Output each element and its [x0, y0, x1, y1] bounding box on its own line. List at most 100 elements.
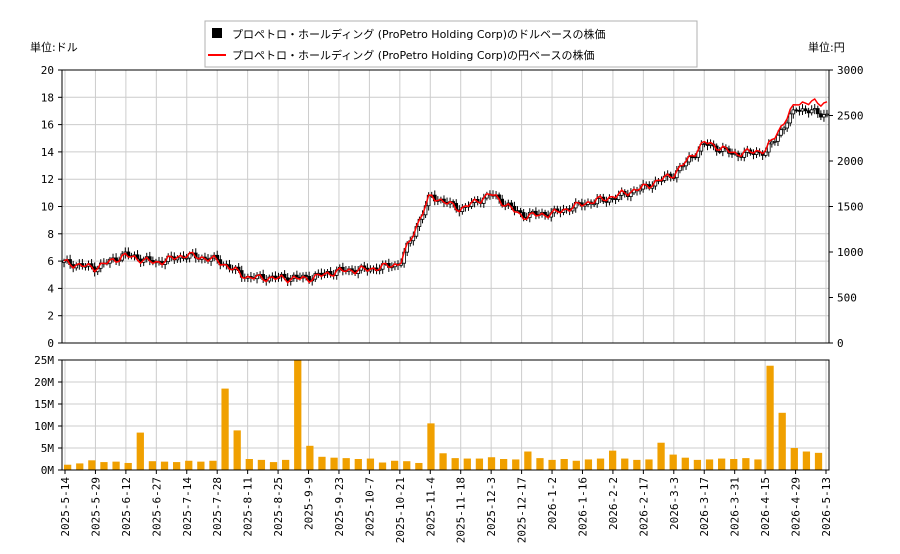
volume-bar: [282, 459, 290, 470]
volume-bar: [754, 459, 762, 470]
date-x-axis: 2025-5-14 2025-5-29 2025-6-12 2025-6-27 2025…: [59, 470, 833, 543]
candle-body: [822, 114, 826, 118]
x-tick-label: 2026-1-16: [576, 477, 589, 537]
legend-usd-marker: [212, 28, 222, 38]
right-tick-label: 2500: [837, 110, 864, 123]
volume-bar: [596, 458, 605, 470]
volume-bar: [705, 459, 714, 470]
candle-body: [782, 127, 786, 131]
volume-bar: [318, 456, 326, 470]
candle-body: [518, 210, 523, 213]
volume-bar: [403, 461, 411, 470]
volume-y-axis: 0M 5M 10M 15M 20M 25M: [34, 354, 62, 477]
volume-bar: [560, 459, 568, 470]
volume-bar: [112, 461, 120, 470]
x-tick-label: 2025-8-25: [272, 477, 285, 537]
volume-bar: [536, 458, 544, 470]
candle-body: [825, 113, 829, 116]
left-axis-unit: 単位:ドル: [30, 40, 78, 54]
candle-body: [773, 140, 777, 143]
left-tick-label: 20: [41, 64, 54, 77]
volume-tick-label: 0M: [41, 464, 55, 477]
x-tick-label: 2025-9-9: [303, 477, 316, 530]
volume-bar: [185, 460, 193, 470]
candle-body: [126, 251, 131, 257]
volume-bar: [257, 459, 266, 470]
x-tick-label: 2025-5-14: [59, 477, 72, 537]
right-tick-label: 500: [837, 292, 857, 305]
volume-bar: [693, 459, 702, 470]
candle-body: [702, 143, 707, 145]
x-tick-label: 2025-7-28: [211, 477, 224, 537]
volume-bar: [657, 442, 665, 470]
volume-bar: [378, 462, 387, 470]
volume-bar: [64, 464, 72, 470]
x-tick-label: 2026-2-17: [637, 477, 650, 537]
right-tick-label: 2000: [837, 155, 864, 168]
x-tick-label: 2025-6-27: [150, 477, 163, 537]
candle-body: [809, 109, 814, 114]
volume-bar: [742, 458, 750, 470]
left-tick-label: 0: [47, 337, 54, 350]
volume-bar: [572, 460, 580, 470]
candle-body: [803, 108, 808, 112]
candle-body: [730, 152, 734, 155]
volume-bar: [366, 458, 375, 470]
x-tick-label: 2026-3-3: [668, 477, 681, 530]
x-tick-label: 2025-10-21: [394, 477, 407, 543]
volume-bar: [245, 459, 253, 470]
volume-bar: [681, 457, 689, 470]
volume-bar: [451, 458, 459, 470]
x-tick-label: 2025-5-29: [89, 477, 102, 537]
volume-bar: [88, 460, 96, 470]
price-right-axis: 0 500 1000 1500 2000 2500 3000: [829, 64, 864, 350]
volume-bar: [584, 459, 593, 470]
legend: プロペトロ・ホールディング (ProPetro Holding Corp)のドル…: [204, 20, 698, 68]
volume-bar: [524, 451, 532, 470]
right-tick-label: 0: [837, 337, 844, 350]
volume-bar: [439, 453, 447, 470]
x-tick-label: 2026-3-17: [698, 477, 711, 537]
volume-bar: [802, 451, 811, 470]
volume-bar: [148, 461, 157, 470]
volume-tick-label: 25M: [34, 354, 54, 367]
left-tick-label: 12: [41, 173, 54, 186]
x-tick-label: 2025-10-7: [363, 477, 376, 537]
x-tick-label: 2026-3-31: [729, 477, 742, 537]
x-tick-label: 2025-7-14: [181, 477, 194, 537]
volume-bar: [475, 458, 484, 470]
candle-body: [184, 257, 189, 260]
x-tick-label: 2026-5-13: [820, 477, 833, 537]
x-tick-label: 2025-12-17: [516, 477, 529, 543]
candle-body: [690, 156, 694, 159]
volume-bar: [209, 460, 217, 470]
volume-bar: [633, 459, 641, 470]
candle-body: [534, 210, 538, 216]
x-tick-label: 2026-1-2: [546, 477, 559, 530]
volume-bar: [718, 458, 726, 470]
right-tick-label: 3000: [837, 64, 864, 77]
volume-bar: [306, 445, 314, 470]
x-tick-label: 2026-4-15: [759, 477, 772, 537]
volume-bar: [512, 459, 520, 470]
volume-bar: [354, 459, 362, 470]
jpy-price-line: [63, 97, 828, 284]
candle-body: [613, 198, 618, 200]
volume-bar: [500, 459, 508, 470]
price-left-axis: 0 2 4 6 8 10 12 14 16 18 20: [41, 64, 62, 350]
x-tick-label: 2026-2-2: [607, 477, 620, 530]
candle-body: [604, 200, 609, 203]
x-tick-label: 2026-4-29: [790, 477, 803, 537]
candle-body: [717, 150, 722, 153]
candle-body: [794, 109, 799, 112]
x-tick-label: 2025-6-12: [120, 477, 133, 537]
volume-bar: [173, 462, 181, 470]
volume-bar: [233, 430, 241, 470]
candle-body: [791, 109, 796, 115]
price-candles: [62, 104, 829, 286]
left-tick-label: 8: [47, 228, 54, 241]
volume-bar: [778, 412, 786, 470]
candle-body: [819, 113, 823, 118]
legend-jpy-label: プロペトロ・ホールディング (ProPetro Holding Corp)の円ベ…: [232, 48, 595, 62]
